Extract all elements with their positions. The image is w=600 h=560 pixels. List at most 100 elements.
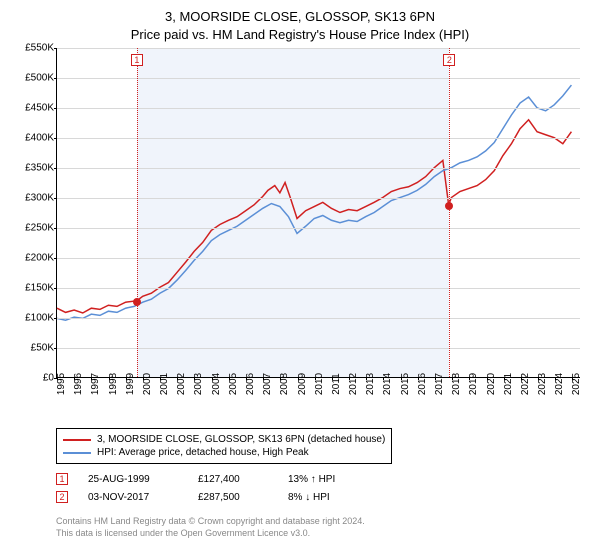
x-tick-label: 2025 [571,373,582,395]
gridline-h [57,108,580,109]
event-pct: 8% ↓ HPI [288,492,378,503]
x-tick-label: 2012 [348,373,359,395]
y-tick-mark [54,348,57,349]
y-tick-mark [54,168,57,169]
legend-label: 3, MOORSIDE CLOSE, GLOSSOP, SK13 6PN (de… [97,434,385,445]
x-tick-label: 2019 [468,373,479,395]
y-tick-mark [54,258,57,259]
x-tick-label: 1996 [73,373,84,395]
gridline-h [57,258,580,259]
x-tick-label: 2002 [176,373,187,395]
event-row: 1 25-AUG-1999 £127,400 13% ↑ HPI [56,470,378,488]
y-tick-label: £200K [25,253,54,264]
events-table: 1 25-AUG-1999 £127,400 13% ↑ HPI 2 03-NOV-201… [56,470,378,506]
x-tick-label: 2010 [314,373,325,395]
legend: 3, MOORSIDE CLOSE, GLOSSOP, SK13 6PN (de… [56,428,392,464]
gridline-h [57,228,580,229]
event-dot [133,298,141,306]
x-tick-label: 2000 [142,373,153,395]
title-line-1: 3, MOORSIDE CLOSE, GLOSSOP, SK13 6PN [0,8,600,26]
x-tick-label: 2020 [486,373,497,395]
gridline-h [57,318,580,319]
gridline-h [57,48,580,49]
x-tick-label: 2014 [382,373,393,395]
legend-item: HPI: Average price, detached house, High… [63,446,385,459]
x-tick-label: 2005 [228,373,239,395]
chart-title: 3, MOORSIDE CLOSE, GLOSSOP, SK13 6PN Pri… [0,0,600,44]
y-tick-label: £50K [31,343,54,354]
event-dot [445,202,453,210]
y-tick-label: £250K [25,223,54,234]
plot-area: 12 [56,48,580,378]
x-tick-label: 2004 [211,373,222,395]
y-tick-label: £350K [25,163,54,174]
event-price: £127,400 [198,474,268,485]
legend-swatch [63,439,91,441]
x-tick-label: 2008 [279,373,290,395]
y-axis: £0£50K£100K£150K£200K£250K£300K£350K£400… [10,48,56,378]
y-tick-mark [54,48,57,49]
gridline-h [57,138,580,139]
series-line-hpi [57,85,571,320]
y-tick-label: £300K [25,193,54,204]
event-vline [137,48,138,377]
line-series-svg [57,48,580,377]
event-marker-box: 2 [443,54,455,66]
footer-line-1: Contains HM Land Registry data © Crown c… [56,516,365,528]
event-date: 03-NOV-2017 [88,492,178,503]
x-tick-label: 1999 [125,373,136,395]
gridline-h [57,78,580,79]
gridline-h [57,348,580,349]
gridline-h [57,198,580,199]
gridline-h [57,168,580,169]
x-tick-label: 2001 [159,373,170,395]
series-line-property [57,120,571,313]
y-tick-mark [54,318,57,319]
y-tick-label: £0 [43,373,54,384]
gridline-h [57,288,580,289]
x-tick-label: 1998 [108,373,119,395]
event-number-box: 1 [56,473,68,485]
event-number-box: 2 [56,491,68,503]
x-tick-label: 2009 [297,373,308,395]
x-tick-label: 1997 [90,373,101,395]
x-tick-label: 2007 [262,373,273,395]
x-tick-label: 2015 [400,373,411,395]
event-marker-box: 1 [131,54,143,66]
event-date: 25-AUG-1999 [88,474,178,485]
footer-attribution: Contains HM Land Registry data © Crown c… [56,516,365,539]
y-tick-mark [54,138,57,139]
x-axis: 1995199619971998199920002001200220032004… [56,378,580,418]
y-tick-mark [54,198,57,199]
x-tick-label: 2011 [331,373,342,395]
x-tick-label: 2018 [451,373,462,395]
legend-label: HPI: Average price, detached house, High… [97,447,309,458]
legend-item: 3, MOORSIDE CLOSE, GLOSSOP, SK13 6PN (de… [63,433,385,446]
x-tick-label: 2023 [537,373,548,395]
event-price: £287,500 [198,492,268,503]
y-tick-label: £500K [25,73,54,84]
title-line-2: Price paid vs. HM Land Registry's House … [0,26,600,44]
y-tick-label: £450K [25,103,54,114]
x-tick-label: 2013 [365,373,376,395]
x-tick-label: 2021 [503,373,514,395]
x-tick-label: 2006 [245,373,256,395]
x-tick-label: 2003 [193,373,204,395]
x-tick-label: 2016 [417,373,428,395]
x-tick-label: 2022 [520,373,531,395]
x-tick-label: 1995 [56,373,67,395]
y-tick-label: £150K [25,283,54,294]
y-tick-label: £400K [25,133,54,144]
x-tick-label: 2017 [434,373,445,395]
y-tick-mark [54,78,57,79]
y-tick-label: £100K [25,313,54,324]
y-tick-mark [54,288,57,289]
x-tick-label: 2024 [554,373,565,395]
y-tick-mark [54,108,57,109]
event-row: 2 03-NOV-2017 £287,500 8% ↓ HPI [56,488,378,506]
footer-line-2: This data is licensed under the Open Gov… [56,528,365,540]
chart-container: 3, MOORSIDE CLOSE, GLOSSOP, SK13 6PN Pri… [0,0,600,560]
legend-swatch [63,452,91,454]
event-pct: 13% ↑ HPI [288,474,378,485]
y-tick-label: £550K [25,43,54,54]
